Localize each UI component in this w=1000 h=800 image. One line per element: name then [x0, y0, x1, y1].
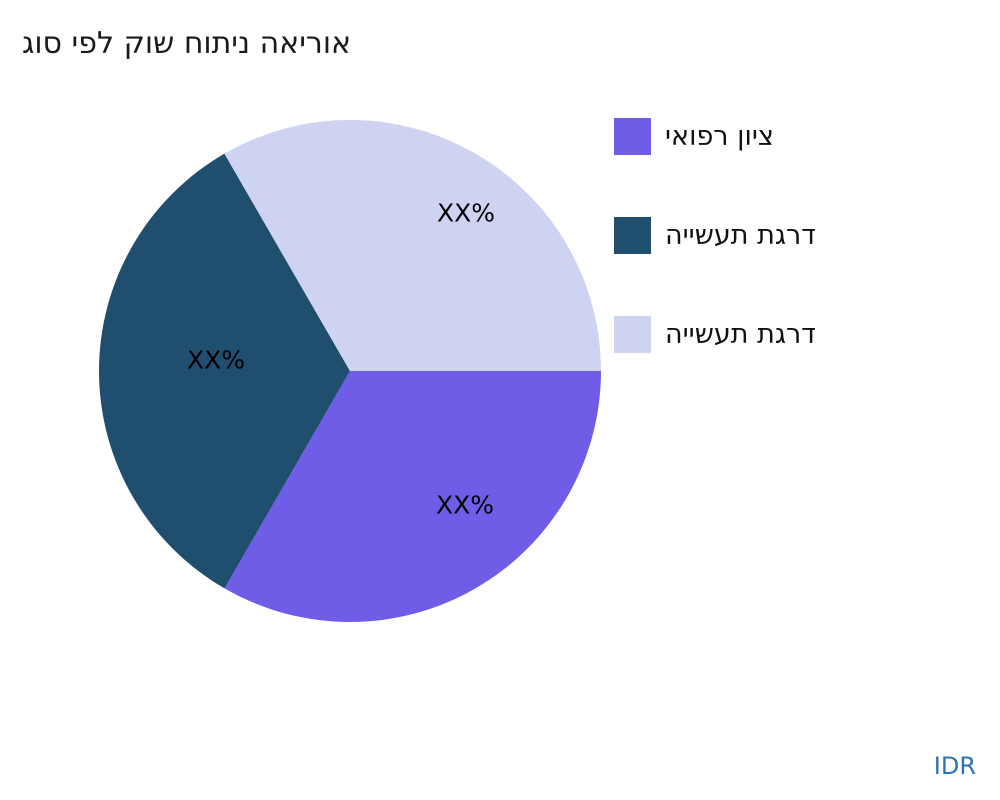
legend-item-medical-grade: ציון רפואי	[614, 118, 816, 155]
legend-label-industrial-grade-1: דרגת תעשייה	[665, 220, 816, 251]
legend-item-industrial-grade-1: דרגת תעשייה	[614, 217, 816, 254]
legend-swatch-medical-grade	[614, 118, 651, 155]
legend: ציון רפואי דרגת תעשייה דרגת תעשייה	[614, 118, 816, 353]
pie-slice-label-1: XX%	[187, 346, 245, 375]
legend-label-medical-grade: ציון רפואי	[665, 121, 774, 152]
pie-slice-1	[99, 153, 350, 589]
legend-item-industrial-grade-2: דרגת תעשייה	[614, 316, 816, 353]
pie-slice-label-0: XX%	[436, 491, 494, 520]
chart-title: אוריאה ניתוח שוק לפי סוג	[22, 26, 352, 61]
pie-slice-0	[224, 371, 602, 622]
legend-label-industrial-grade-2: דרגת תעשייה	[665, 319, 816, 350]
pie-slice-2	[224, 120, 601, 371]
pie-slice-label-2: XX%	[437, 199, 495, 228]
legend-swatch-industrial-grade-2	[614, 316, 651, 353]
currency-label: IDR	[933, 752, 976, 780]
legend-swatch-industrial-grade-1	[614, 217, 651, 254]
